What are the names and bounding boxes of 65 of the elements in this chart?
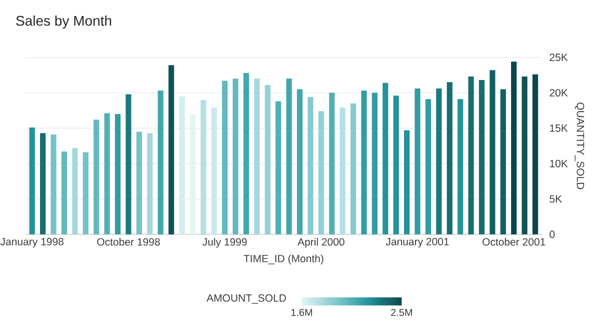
bar <box>29 127 35 234</box>
bar <box>276 101 282 234</box>
y-axis-title: QUANTITY_SOLD <box>574 102 584 190</box>
bar <box>446 82 452 234</box>
bar <box>136 132 142 234</box>
bar <box>286 78 292 234</box>
bar <box>329 92 335 234</box>
bar <box>222 80 228 234</box>
bar <box>478 80 485 234</box>
bar <box>114 114 121 234</box>
color-bar-title: AMOUNT_SOLD <box>206 294 286 304</box>
bar <box>179 96 185 234</box>
x-tick-label: January 2001 <box>386 238 449 248</box>
y-tick-label: 15K <box>550 124 568 132</box>
bar <box>414 88 420 234</box>
chart-title: Sales by Month <box>16 15 112 29</box>
bar <box>232 78 238 234</box>
bar <box>404 130 410 234</box>
bar <box>94 120 100 234</box>
bar <box>296 89 303 234</box>
bar <box>168 65 174 234</box>
bar <box>147 133 153 234</box>
bar <box>82 152 88 234</box>
x-tick-label: October 2001 <box>482 238 546 246</box>
bar <box>393 96 399 234</box>
bar <box>458 99 464 234</box>
bar <box>158 90 164 234</box>
bar <box>382 82 388 234</box>
bar <box>468 76 474 234</box>
bar <box>436 88 442 234</box>
bar <box>500 89 506 234</box>
bar <box>361 90 367 234</box>
bar <box>40 133 46 234</box>
color-bar-label: 1.6M <box>291 308 312 316</box>
bar <box>126 94 132 234</box>
y-tick-label: 25K <box>550 54 568 62</box>
bar <box>264 84 270 234</box>
x-tick-label: April 2000 <box>298 238 344 248</box>
y-tick-label: 10K <box>550 160 568 168</box>
bar <box>511 62 517 234</box>
bar <box>308 97 314 234</box>
bar <box>254 78 260 234</box>
bar <box>425 99 432 234</box>
bar <box>490 70 496 234</box>
bar <box>532 74 538 234</box>
bar <box>372 92 378 234</box>
x-tick-label: October 1998 <box>97 238 160 246</box>
bar <box>200 100 206 234</box>
bar <box>340 108 346 234</box>
bar <box>243 72 250 234</box>
x-tick-label: July 1999 <box>202 238 247 248</box>
y-tick-label: 5K <box>550 195 562 203</box>
x-tick-label: January 1998 <box>0 238 64 248</box>
bar <box>211 108 217 234</box>
bar <box>61 152 68 234</box>
y-tick-label: 20K <box>550 89 568 97</box>
x-axis-title: TIME_ID (Month) <box>244 254 324 264</box>
bar <box>318 111 324 234</box>
color-bar-label: 2.5M <box>391 308 412 316</box>
bar <box>72 148 78 234</box>
bar <box>104 113 110 234</box>
y-tick-label: 0 <box>550 230 555 238</box>
bar <box>350 103 356 234</box>
bar <box>522 76 528 234</box>
bar <box>50 134 56 234</box>
